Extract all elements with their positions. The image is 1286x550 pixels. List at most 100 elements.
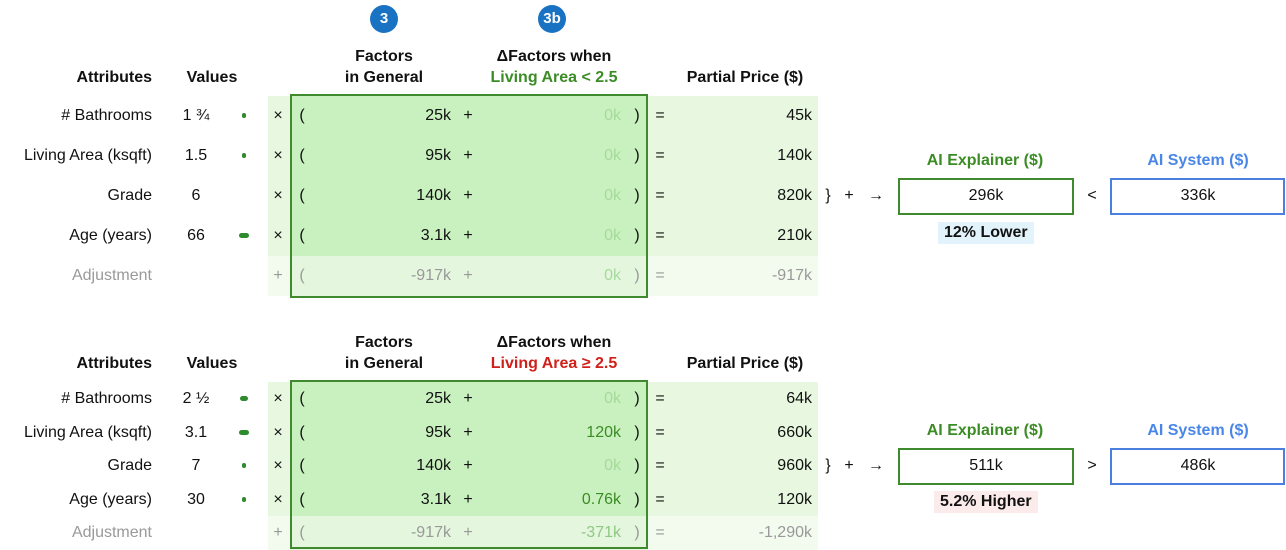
operator: ( <box>299 187 305 204</box>
delta: 0k <box>604 227 621 244</box>
value: 1 ¾ <box>182 107 210 124</box>
operator: + <box>463 390 473 407</box>
operator: ) <box>634 457 640 474</box>
system-label: AI System ($) <box>1147 422 1249 439</box>
operator: ( <box>299 147 305 164</box>
header-attributes: Attributes <box>76 355 152 372</box>
step-badge: 3 <box>370 5 398 33</box>
comparison: > <box>1087 457 1097 474</box>
system-value: 486k <box>1180 457 1216 474</box>
value: 2 ½ <box>182 390 210 407</box>
delta: 0k <box>604 147 621 164</box>
factor: 95k <box>425 423 451 441</box>
operator: ) <box>634 267 640 284</box>
operator: × <box>273 457 283 474</box>
delta: 0k <box>604 390 621 407</box>
operator: ( <box>299 423 305 441</box>
attribute: Living Area (ksqft) <box>23 423 152 441</box>
attribute: Adjustment <box>71 524 152 541</box>
factor-adjust-background <box>290 256 648 296</box>
explainer-label: AI Explainer ($) <box>926 422 1044 439</box>
factor: 95k <box>425 147 451 164</box>
operator: = <box>655 227 665 244</box>
operator: ) <box>634 423 640 441</box>
header-attributes: Attributes <box>76 69 152 86</box>
factor-background <box>290 382 648 516</box>
operator: = <box>655 524 665 541</box>
factor: 3.1k <box>420 227 451 244</box>
delta: 0k <box>604 457 621 474</box>
value: 30 <box>187 490 205 508</box>
header-factors: in General <box>344 355 424 372</box>
sum-brace: } <box>825 457 831 474</box>
value: 7 <box>191 457 201 474</box>
factor: 140k <box>416 457 451 474</box>
explainer-box <box>898 448 1074 485</box>
operator: ( <box>299 390 305 407</box>
partial-price: -1,290k <box>758 524 812 541</box>
partial-price: 820k <box>777 187 812 204</box>
operator: × <box>273 107 283 124</box>
operator: ( <box>299 490 305 508</box>
partial-price: 960k <box>777 457 812 474</box>
value-pill <box>239 429 249 435</box>
partial-price: 45k <box>786 107 812 124</box>
attribute: Age (years) <box>69 227 152 244</box>
header-values: Values <box>186 69 238 86</box>
explainer-value: 511k <box>969 457 1003 474</box>
operator: = <box>655 423 665 441</box>
operator: ( <box>299 227 305 244</box>
system-value: 336k <box>1180 187 1216 204</box>
operator: = <box>655 267 665 284</box>
sum-plus: + <box>844 187 854 204</box>
factor: -917k <box>410 524 451 541</box>
header-delta: ΔFactors when <box>496 48 612 65</box>
partial-price: 660k <box>777 423 812 441</box>
operator: × <box>273 490 283 508</box>
attribute: # Bathrooms <box>61 390 152 407</box>
header-factors: in General <box>344 69 424 86</box>
difference: 5.2% Higher <box>934 491 1038 513</box>
system-box <box>1110 178 1285 215</box>
sum-arrow: → <box>868 457 884 474</box>
factor: 140k <box>416 187 451 204</box>
value-pill <box>242 463 246 468</box>
attribute: Age (years) <box>69 490 152 508</box>
partial-price: 64k <box>786 390 812 407</box>
sum-plus: + <box>844 457 854 474</box>
difference: 12% Lower <box>938 222 1034 244</box>
operator: × <box>273 390 283 407</box>
operator: = <box>655 490 665 508</box>
header-condition: Living Area ≥ 2.5 <box>490 355 618 372</box>
factor-box <box>290 94 648 298</box>
attribute: Grade <box>107 457 152 474</box>
header-partial: Partial Price ($) <box>686 355 804 372</box>
partial-price: 210k <box>777 227 812 244</box>
operator: ) <box>634 390 640 407</box>
explainer-box <box>898 178 1074 215</box>
factor: 25k <box>425 390 451 407</box>
operator: + <box>463 267 473 284</box>
operator: ) <box>634 187 640 204</box>
value-pill <box>242 153 246 158</box>
operator: = <box>655 107 665 124</box>
operator: = <box>655 457 665 474</box>
operator: ) <box>634 227 640 244</box>
operator: + <box>273 524 283 541</box>
header-factors: Factors <box>355 334 413 351</box>
attribute: # Bathrooms <box>61 107 152 124</box>
operator: + <box>463 524 473 541</box>
partial-price: -917k <box>771 267 812 284</box>
factor: 25k <box>425 107 451 124</box>
header-delta: ΔFactors when <box>496 334 612 351</box>
operator: + <box>463 457 473 474</box>
operator: + <box>463 107 473 124</box>
operator: + <box>463 490 473 508</box>
operator: + <box>463 187 473 204</box>
sum-brace: } <box>825 187 831 204</box>
header-factors: Factors <box>355 48 413 65</box>
partial-price: 120k <box>777 490 812 508</box>
operator: ( <box>299 267 305 284</box>
system-box <box>1110 448 1285 485</box>
